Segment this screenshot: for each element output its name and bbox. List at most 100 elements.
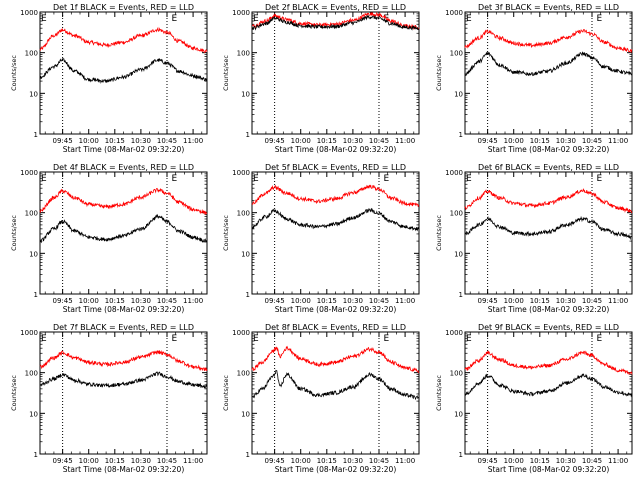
- x-tick-label: 09:45: [478, 297, 498, 305]
- y-tick-label: 1000: [232, 9, 250, 17]
- y-tick-label: 1: [34, 291, 38, 299]
- x-tick-label: 10:00: [504, 137, 524, 145]
- plot-frame: [464, 331, 633, 455]
- y-tick-label: 100: [450, 50, 463, 58]
- y-tick-label: 100: [25, 210, 38, 218]
- y-tick-label: 1: [246, 451, 250, 459]
- detector-panel-5: Det 5f BLACK = Events, RED = LLD 1 10 100 10…: [222, 163, 420, 314]
- x-tick-label: 09:45: [53, 457, 73, 465]
- x-tick-label: 09:45: [265, 297, 285, 305]
- event-rate-series: [464, 215, 633, 241]
- y-tick-label: 1000: [20, 9, 38, 17]
- x-axis-label: Start Time (08-Mar-02 09:32:20): [63, 305, 185, 314]
- plot-frame: [464, 171, 633, 295]
- lld-rate-series: [464, 350, 633, 376]
- x-tick-label: 10:30: [131, 297, 151, 305]
- panel-title: Det 8f BLACK = Events, RED = LLD: [265, 323, 406, 332]
- x-tick-label: 11:00: [608, 137, 628, 145]
- lld-rate-series: [39, 349, 208, 372]
- event-rate-series: [39, 213, 208, 244]
- panel-title: Det 4f BLACK = Events, RED = LLD: [53, 163, 194, 172]
- x-tick-label: 10:15: [317, 457, 337, 465]
- y-tick-label: 1: [34, 131, 38, 139]
- x-tick-label: 11:00: [183, 457, 203, 465]
- y-tick-label: 10: [241, 410, 250, 418]
- x-tick-label: 10:30: [343, 457, 363, 465]
- x-tick-label: 10:00: [79, 457, 99, 465]
- x-tick-label: 11:00: [183, 137, 203, 145]
- lld-rate-series: [252, 11, 420, 31]
- detector-panel-2: Det 2f BLACK = Events, RED = LLD 1 10 100 10…: [222, 3, 420, 154]
- plot-frame: [251, 171, 420, 295]
- lld-rate-series: [464, 29, 633, 53]
- lld-rate-series: [464, 188, 633, 214]
- x-tick-label: 10:30: [131, 137, 151, 145]
- y-tick-label: 100: [25, 50, 38, 58]
- y-axis-label: Counts/sec: [435, 215, 443, 251]
- x-tick-label: 10:00: [291, 297, 311, 305]
- panel-title: Det 7f BLACK = Events, RED = LLD: [53, 323, 194, 332]
- y-tick-label: 1: [34, 451, 38, 459]
- event-marker: E: [466, 174, 472, 184]
- x-tick-label: 10:15: [317, 137, 337, 145]
- lld-rate-series: [39, 187, 208, 216]
- x-tick-label: 10:45: [582, 457, 602, 465]
- detector-panel-8: Det 8f BLACK = Events, RED = LLD 1 10 100 10…: [222, 323, 420, 474]
- panel-title: Det 3f BLACK = Events, RED = LLD: [478, 3, 619, 12]
- x-axis-label: Start Time (08-Mar-02 09:32:20): [275, 305, 397, 314]
- x-tick-label: 11:00: [183, 297, 203, 305]
- y-axis-label: Counts/sec: [10, 215, 18, 251]
- y-tick-label: 10: [454, 410, 463, 418]
- x-tick-label: 09:45: [265, 457, 285, 465]
- detector-panel-1: Det 1f BLACK = Events, RED = LLD 1 10 100 10…: [10, 3, 208, 154]
- event-marker: E: [596, 174, 602, 184]
- x-tick-label: 10:00: [291, 457, 311, 465]
- event-rate-series: [39, 57, 208, 84]
- x-tick-label: 10:45: [582, 297, 602, 305]
- y-tick-label: 10: [29, 90, 38, 98]
- x-tick-label: 10:00: [504, 457, 524, 465]
- x-tick-label: 09:45: [53, 297, 73, 305]
- x-tick-label: 10:45: [369, 457, 389, 465]
- y-tick-label: 10: [29, 250, 38, 258]
- y-axis-label: Counts/sec: [10, 375, 18, 411]
- y-tick-label: 1000: [20, 169, 38, 177]
- detector-panel-3: Det 3f BLACK = Events, RED = LLD 1 10 100 10…: [435, 3, 633, 154]
- event-rate-series: [252, 369, 419, 401]
- x-tick-label: 10:15: [317, 297, 337, 305]
- x-tick-label: 10:30: [556, 457, 576, 465]
- event-marker: E: [253, 334, 259, 344]
- event-marker: E: [171, 14, 177, 24]
- y-tick-label: 1000: [445, 9, 463, 17]
- event-marker: E: [383, 334, 389, 344]
- y-tick-label: 100: [25, 370, 38, 378]
- x-tick-label: 10:30: [131, 457, 151, 465]
- x-tick-label: 10:00: [291, 137, 311, 145]
- x-tick-label: 09:45: [478, 137, 498, 145]
- y-axis-label: Counts/sec: [435, 375, 443, 411]
- event-rate-series: [464, 51, 633, 77]
- event-marker: E: [41, 174, 47, 184]
- event-marker: E: [171, 174, 177, 184]
- panel-title: Det 6f BLACK = Events, RED = LLD: [478, 163, 619, 172]
- x-tick-label: 10:45: [369, 297, 389, 305]
- event-marker: E: [41, 334, 47, 344]
- x-axis-label: Start Time (08-Mar-02 09:32:20): [63, 145, 185, 154]
- y-tick-label: 100: [237, 50, 250, 58]
- event-rate-series: [251, 14, 420, 31]
- y-tick-label: 1: [459, 451, 463, 459]
- lld-rate-series: [39, 26, 208, 54]
- x-tick-label: 10:30: [343, 297, 363, 305]
- event-marker: E: [596, 14, 602, 24]
- plot-frame: [464, 11, 633, 135]
- y-tick-label: 10: [241, 250, 250, 258]
- y-tick-label: 1: [246, 291, 250, 299]
- x-axis-label: Start Time (08-Mar-02 09:32:20): [488, 305, 610, 314]
- plot-frame: [251, 11, 420, 135]
- y-tick-label: 100: [450, 370, 463, 378]
- y-tick-label: 10: [454, 250, 463, 258]
- x-axis-label: Start Time (08-Mar-02 09:32:20): [488, 465, 610, 474]
- event-marker: E: [253, 174, 259, 184]
- y-axis-label: Counts/sec: [435, 55, 443, 91]
- y-tick-label: 10: [29, 410, 38, 418]
